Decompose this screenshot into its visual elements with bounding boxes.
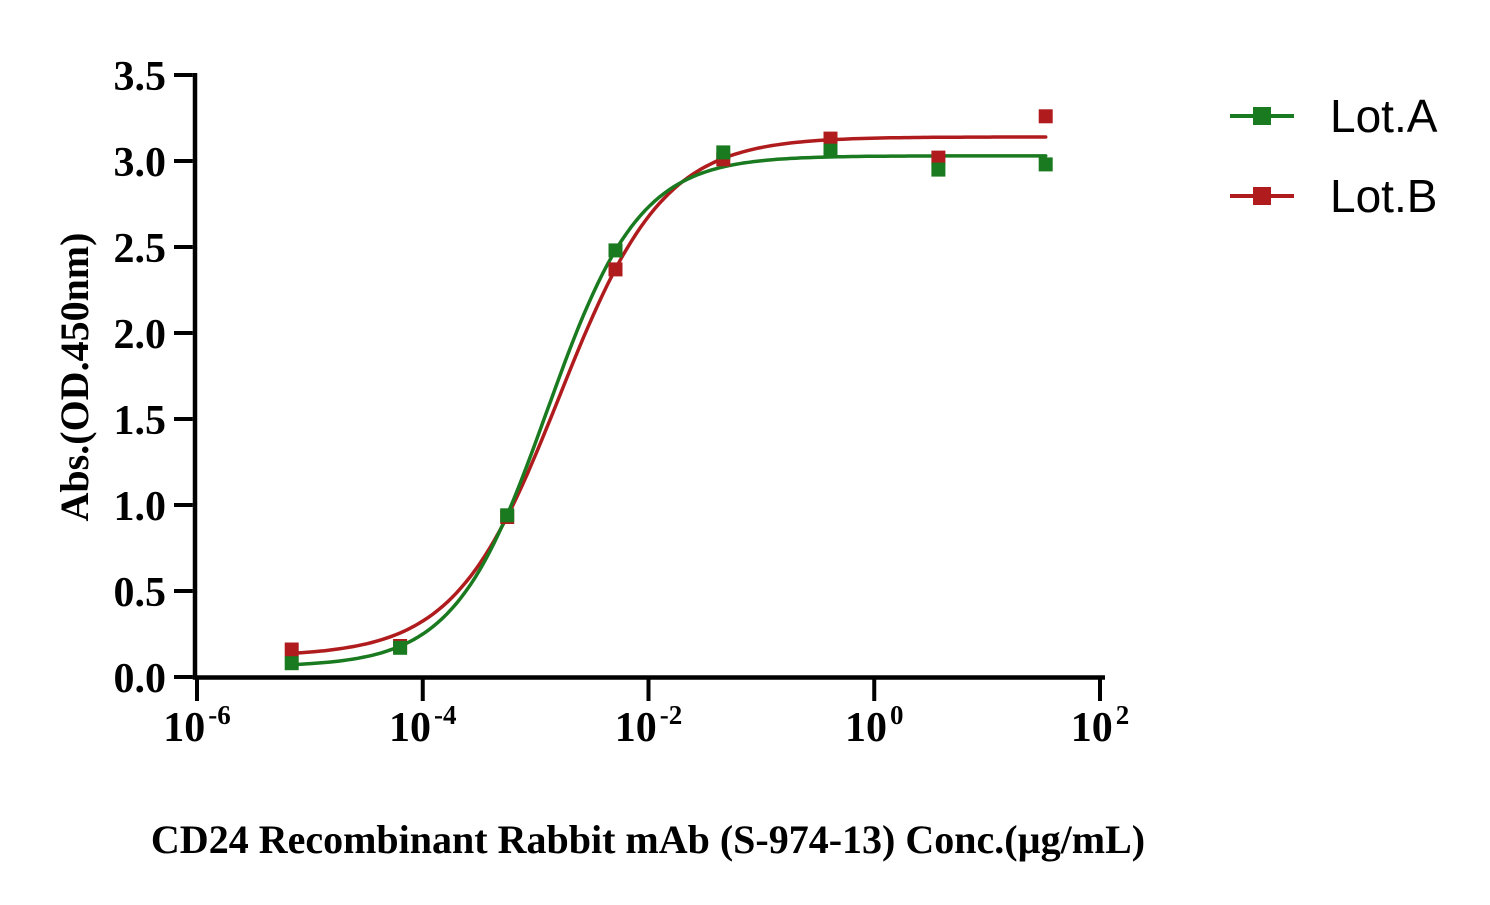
data-point-lot-a bbox=[608, 243, 623, 258]
y-tick-label: 0.5 bbox=[114, 570, 167, 616]
fit-curves-layer bbox=[289, 135, 1048, 667]
data-point-lot-a bbox=[931, 162, 946, 177]
legend-item-lot-b: Lot.B bbox=[1230, 173, 1437, 219]
legend-label-lot-a: Lot.A bbox=[1330, 90, 1438, 142]
axes-layer bbox=[174, 73, 1105, 701]
y-tick-label: 1.0 bbox=[114, 484, 167, 530]
data-point-lot-b bbox=[284, 642, 299, 657]
data-point-lot-a bbox=[284, 656, 299, 671]
legend-label-lot-b: Lot.B bbox=[1330, 170, 1438, 222]
legend: Lot.A Lot.B bbox=[1230, 93, 1437, 253]
y-tick-label: 2.5 bbox=[114, 226, 167, 272]
y-tick-label: 1.5 bbox=[114, 398, 167, 444]
y-tick-label: 0.0 bbox=[114, 656, 167, 702]
x-tick-label: 10 0 bbox=[845, 700, 904, 751]
tick-labels-layer: 0.0 0.5 1.0 1.5 2.0 2.5 3.0 3.5 10 -6 10 -4 10 -2 10 0 1… bbox=[114, 54, 1130, 751]
x-tick-label: 10 -2 bbox=[615, 700, 683, 751]
data-point-lot-b bbox=[608, 262, 623, 277]
data-point-lot-a bbox=[500, 508, 515, 523]
fit-curve-lot-a bbox=[289, 154, 1048, 667]
x-tick-label: 10 -6 bbox=[163, 700, 231, 751]
data-point-lot-b bbox=[823, 131, 838, 146]
data-point-lot-a bbox=[393, 640, 408, 655]
y-axis-label: Abs.(OD.450nm) bbox=[52, 233, 97, 522]
data-point-lot-a bbox=[716, 145, 731, 160]
fit-curve-lot-b bbox=[289, 135, 1048, 656]
data-point-lot-b bbox=[931, 150, 946, 165]
data-point-lot-a bbox=[1038, 157, 1053, 172]
lot-b-line-marker-swatch bbox=[1230, 173, 1294, 219]
lot-a-swatch-square-icon bbox=[1253, 107, 1271, 125]
y-tick-label: 3.5 bbox=[114, 54, 167, 100]
data-markers-layer bbox=[284, 109, 1053, 671]
y-tick-label: 2.0 bbox=[114, 312, 167, 358]
data-point-lot-b bbox=[1038, 109, 1053, 124]
legend-item-lot-a: Lot.A bbox=[1230, 93, 1437, 139]
x-axis-title: CD24 Recombinant Rabbit mAb (S-974-13) C… bbox=[151, 817, 1145, 862]
y-tick-label: 3.0 bbox=[114, 140, 167, 186]
lot-a-line-marker-swatch bbox=[1230, 93, 1294, 139]
x-tick-label: 10 2 bbox=[1071, 700, 1130, 751]
lot-b-swatch-square-icon bbox=[1253, 187, 1271, 205]
data-point-lot-a bbox=[823, 143, 838, 158]
x-tick-label: 10 -4 bbox=[389, 700, 457, 751]
